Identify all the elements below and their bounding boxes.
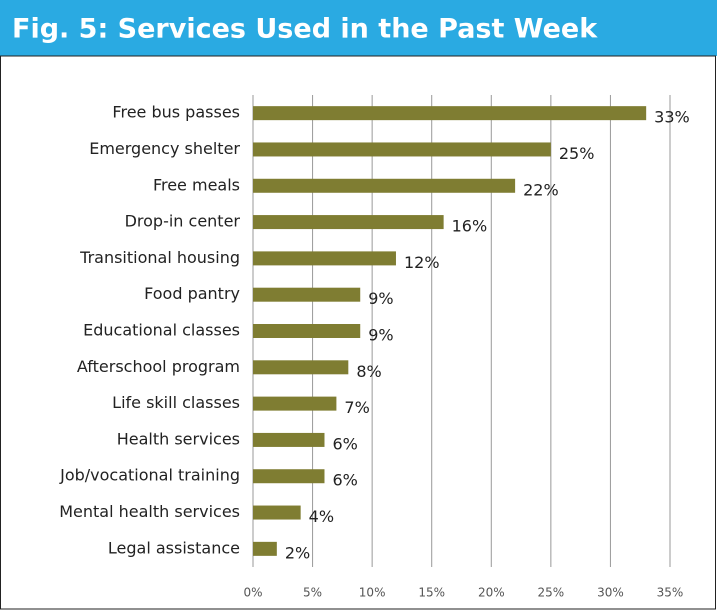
x-tick-label: 0% bbox=[243, 586, 262, 600]
y-tick-label: Emergency shelter bbox=[89, 139, 240, 158]
value-label: 33% bbox=[654, 108, 690, 127]
bar bbox=[253, 251, 396, 266]
value-label: 12% bbox=[404, 253, 440, 272]
y-tick-label: Transitional housing bbox=[79, 248, 240, 267]
value-label: 8% bbox=[356, 362, 381, 381]
y-tick-label: Health services bbox=[117, 429, 240, 448]
value-label: 7% bbox=[344, 398, 369, 417]
value-label: 22% bbox=[523, 180, 559, 199]
y-tick-label: Drop-in center bbox=[125, 212, 241, 231]
y-tick-label: Afterschool program bbox=[77, 357, 240, 376]
value-label: 16% bbox=[452, 217, 488, 236]
y-tick-label: Life skill classes bbox=[112, 393, 240, 412]
bar bbox=[253, 396, 337, 411]
bar bbox=[253, 505, 301, 520]
y-tick-label: Free bus passes bbox=[112, 103, 240, 122]
bar bbox=[253, 469, 325, 484]
x-tick-label: 15% bbox=[418, 586, 445, 600]
value-label: 2% bbox=[285, 543, 310, 562]
y-tick-label: Free meals bbox=[153, 175, 240, 194]
value-label: 9% bbox=[368, 326, 393, 345]
bar bbox=[253, 324, 361, 338]
y-tick-label: Job/vocational training bbox=[59, 466, 240, 485]
value-label: 25% bbox=[559, 144, 595, 163]
value-label: 6% bbox=[332, 434, 357, 453]
bar bbox=[253, 142, 551, 157]
x-tick-label: 5% bbox=[303, 586, 322, 600]
y-tick-label: Mental health services bbox=[59, 502, 240, 521]
x-tick-label: 25% bbox=[538, 586, 565, 600]
value-label: 4% bbox=[309, 507, 334, 526]
value-label: 6% bbox=[332, 471, 357, 490]
y-tick-label: Educational classes bbox=[83, 321, 240, 340]
bar bbox=[253, 432, 325, 447]
value-label: 9% bbox=[368, 289, 393, 308]
y-tick-label: Legal assistance bbox=[108, 538, 240, 557]
bar bbox=[253, 541, 277, 556]
bar bbox=[253, 360, 349, 375]
title-bar bbox=[0, 0, 717, 56]
bar bbox=[253, 287, 361, 302]
y-tick-label: Food pantry bbox=[144, 284, 240, 303]
x-tick-label: 30% bbox=[597, 586, 624, 600]
x-tick-label: 10% bbox=[359, 586, 386, 600]
bar bbox=[253, 215, 444, 230]
x-tick-label: 20% bbox=[478, 586, 505, 600]
chart-title: Fig. 5: Services Used in the Past Week bbox=[12, 14, 598, 45]
bar bbox=[253, 178, 516, 193]
bar bbox=[253, 106, 647, 121]
x-tick-label: 35% bbox=[657, 586, 684, 600]
